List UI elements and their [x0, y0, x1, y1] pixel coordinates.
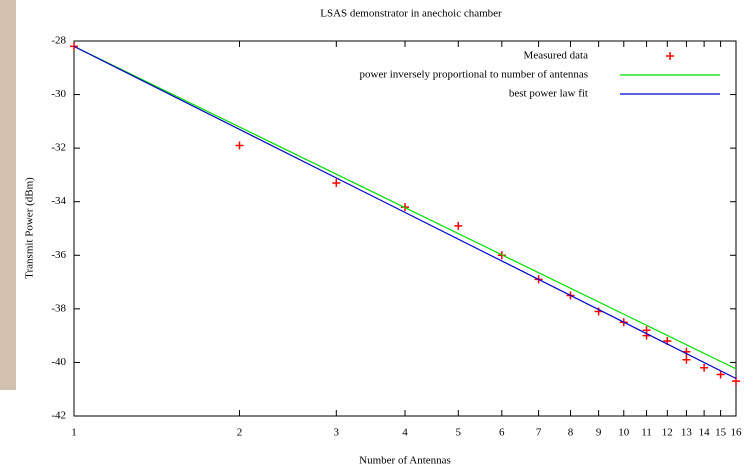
x-tick-label: 7 [536, 427, 542, 439]
y-tick-label: -30 [51, 88, 66, 100]
legend-label: power inversely proportional to number o… [360, 69, 589, 81]
y-tick-label: -36 [51, 249, 66, 261]
data-point [70, 42, 78, 51]
legend-label: Measured data [524, 50, 589, 62]
data-point [235, 141, 244, 150]
x-tick-label: 15 [715, 427, 727, 439]
x-axis-label: Number of Antennas [359, 455, 451, 467]
x-tick-label: 12 [662, 427, 673, 439]
series-line [73, 45, 737, 380]
data-point [716, 370, 725, 379]
data-point [700, 363, 709, 372]
x-tick-label: 5 [456, 427, 462, 439]
y-tick-label: -28 [51, 35, 66, 47]
photo-fragment [0, 0, 16, 390]
y-tick-label: -40 [51, 356, 66, 368]
x-tick-label: 1 [71, 427, 77, 439]
x-tick-label: 14 [699, 427, 711, 439]
data-point [454, 221, 463, 230]
x-tick-label: 3 [334, 427, 340, 439]
x-tick-label: 11 [641, 427, 652, 439]
series-line [73, 45, 737, 370]
x-tick-label: 9 [596, 427, 602, 439]
y-tick-label: -42 [51, 410, 66, 422]
chart-title: LSAS demonstrator in anechoic chamber [320, 8, 502, 20]
data-point [682, 355, 691, 364]
y-tick-label: -34 [51, 195, 66, 207]
data-point [332, 178, 341, 187]
y-tick-label: -38 [51, 302, 66, 314]
legend-marker [666, 52, 674, 60]
legend-label: best power law fit [509, 88, 588, 100]
x-tick-label: 6 [499, 427, 505, 439]
x-tick-label: 4 [402, 427, 408, 439]
plot-frame [73, 40, 737, 417]
x-tick-label: 16 [731, 427, 743, 439]
data-point [732, 377, 740, 386]
x-tick-label: 10 [618, 427, 630, 439]
x-tick-label: 13 [681, 427, 693, 439]
x-tick-label: 2 [237, 427, 243, 439]
y-axis-label: Transmit Power (dBm) [24, 177, 36, 279]
y-tick-label: -32 [51, 142, 66, 154]
x-tick-label: 8 [568, 427, 574, 439]
